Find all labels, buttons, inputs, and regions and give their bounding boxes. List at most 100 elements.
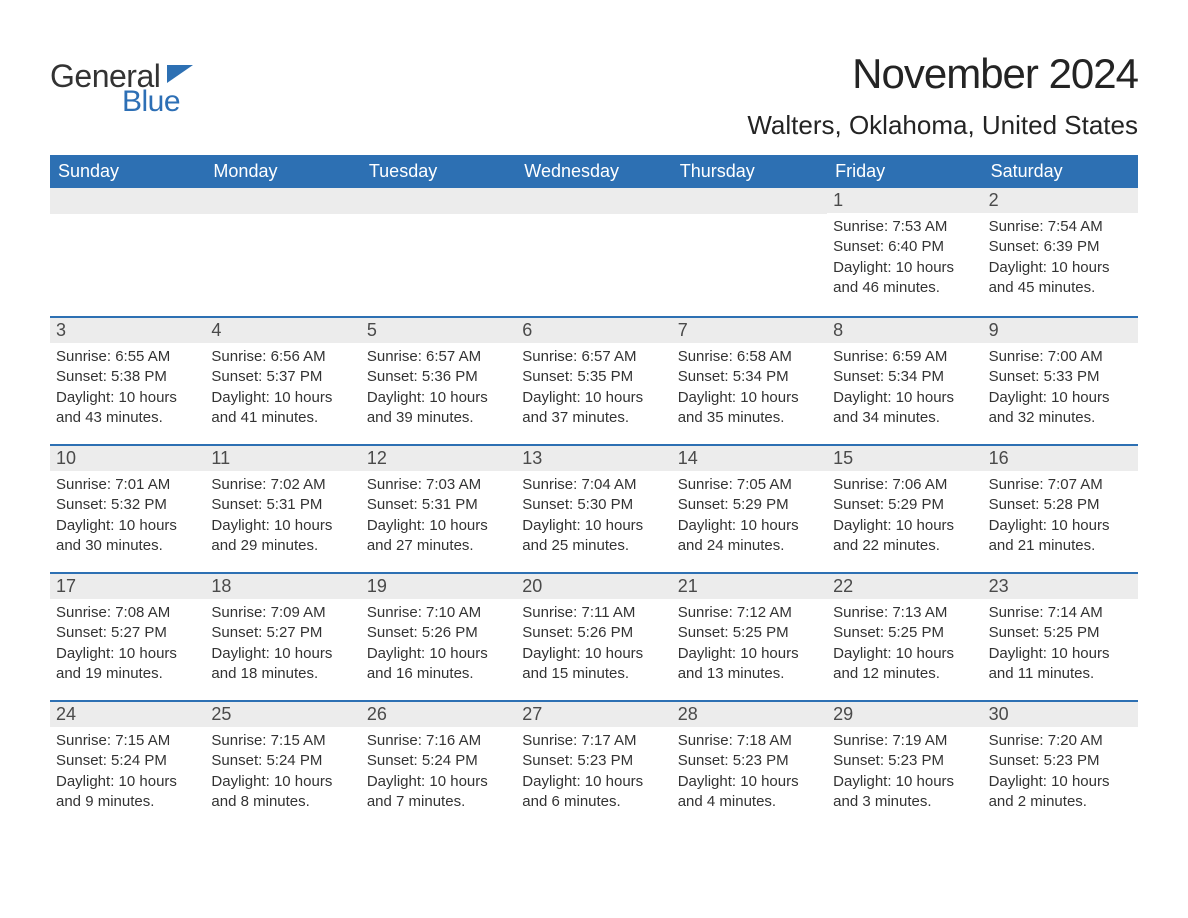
day-number: 26 — [361, 702, 516, 727]
day-number: 19 — [361, 574, 516, 599]
day-day2: and 27 minutes. — [367, 536, 510, 556]
day-sunset: Sunset: 5:24 PM — [211, 751, 354, 771]
day-sunset: Sunset: 5:27 PM — [211, 623, 354, 643]
day-sunset: Sunset: 5:26 PM — [522, 623, 665, 643]
day-sunset: Sunset: 5:23 PM — [678, 751, 821, 771]
day-day1: Daylight: 10 hours — [678, 772, 821, 792]
empty-day — [672, 188, 827, 214]
day-day2: and 3 minutes. — [833, 792, 976, 812]
day-number: 3 — [50, 318, 205, 343]
day-day2: and 12 minutes. — [833, 664, 976, 684]
day-number: 20 — [516, 574, 671, 599]
day-sunset: Sunset: 5:25 PM — [678, 623, 821, 643]
day-number: 8 — [827, 318, 982, 343]
day-number: 1 — [827, 188, 982, 213]
day-cell — [516, 188, 671, 316]
day-number: 22 — [827, 574, 982, 599]
day-cell: 18Sunrise: 7:09 AMSunset: 5:27 PMDayligh… — [205, 574, 360, 700]
day-day2: and 11 minutes. — [989, 664, 1132, 684]
day-number: 23 — [983, 574, 1138, 599]
day-sunrise: Sunrise: 7:02 AM — [211, 475, 354, 495]
weeks-container: 1Sunrise: 7:53 AMSunset: 6:40 PMDaylight… — [50, 188, 1138, 828]
day-day2: and 37 minutes. — [522, 408, 665, 428]
day-day1: Daylight: 10 hours — [989, 644, 1132, 664]
day-cell: 2Sunrise: 7:54 AMSunset: 6:39 PMDaylight… — [983, 188, 1138, 316]
day-cell: 26Sunrise: 7:16 AMSunset: 5:24 PMDayligh… — [361, 702, 516, 828]
day-cell: 7Sunrise: 6:58 AMSunset: 5:34 PMDaylight… — [672, 318, 827, 444]
day-day1: Daylight: 10 hours — [367, 772, 510, 792]
day-details: Sunrise: 7:08 AMSunset: 5:27 PMDaylight:… — [50, 599, 205, 690]
day-sunset: Sunset: 6:39 PM — [989, 237, 1132, 257]
day-details: Sunrise: 7:06 AMSunset: 5:29 PMDaylight:… — [827, 471, 982, 562]
week-row: 17Sunrise: 7:08 AMSunset: 5:27 PMDayligh… — [50, 572, 1138, 700]
day-day2: and 9 minutes. — [56, 792, 199, 812]
day-day2: and 7 minutes. — [367, 792, 510, 812]
day-number: 17 — [50, 574, 205, 599]
weekday-header: Wednesday — [516, 155, 671, 188]
day-details: Sunrise: 7:54 AMSunset: 6:39 PMDaylight:… — [983, 213, 1138, 304]
day-number: 30 — [983, 702, 1138, 727]
day-cell: 6Sunrise: 6:57 AMSunset: 5:35 PMDaylight… — [516, 318, 671, 444]
day-day1: Daylight: 10 hours — [833, 772, 976, 792]
day-day1: Daylight: 10 hours — [678, 644, 821, 664]
week-row: 3Sunrise: 6:55 AMSunset: 5:38 PMDaylight… — [50, 316, 1138, 444]
day-number: 13 — [516, 446, 671, 471]
day-day2: and 4 minutes. — [678, 792, 821, 812]
day-sunrise: Sunrise: 7:15 AM — [211, 731, 354, 751]
day-number: 25 — [205, 702, 360, 727]
weekday-header: Monday — [205, 155, 360, 188]
day-sunrise: Sunrise: 7:05 AM — [678, 475, 821, 495]
day-details: Sunrise: 7:13 AMSunset: 5:25 PMDaylight:… — [827, 599, 982, 690]
day-cell: 10Sunrise: 7:01 AMSunset: 5:32 PMDayligh… — [50, 446, 205, 572]
day-sunrise: Sunrise: 7:15 AM — [56, 731, 199, 751]
day-cell: 30Sunrise: 7:20 AMSunset: 5:23 PMDayligh… — [983, 702, 1138, 828]
day-day2: and 35 minutes. — [678, 408, 821, 428]
day-cell: 5Sunrise: 6:57 AMSunset: 5:36 PMDaylight… — [361, 318, 516, 444]
header: General Blue November 2024 Walters, Okla… — [50, 50, 1138, 141]
day-sunrise: Sunrise: 7:17 AM — [522, 731, 665, 751]
day-cell: 19Sunrise: 7:10 AMSunset: 5:26 PMDayligh… — [361, 574, 516, 700]
day-day2: and 8 minutes. — [211, 792, 354, 812]
day-day1: Daylight: 10 hours — [211, 644, 354, 664]
day-details: Sunrise: 7:12 AMSunset: 5:25 PMDaylight:… — [672, 599, 827, 690]
day-day2: and 24 minutes. — [678, 536, 821, 556]
day-sunset: Sunset: 5:32 PM — [56, 495, 199, 515]
day-sunset: Sunset: 5:23 PM — [989, 751, 1132, 771]
day-sunrise: Sunrise: 7:12 AM — [678, 603, 821, 623]
day-day1: Daylight: 10 hours — [522, 388, 665, 408]
calendar: SundayMondayTuesdayWednesdayThursdayFrid… — [50, 155, 1138, 828]
day-sunset: Sunset: 5:31 PM — [367, 495, 510, 515]
weekday-header: Friday — [827, 155, 982, 188]
day-day2: and 43 minutes. — [56, 408, 199, 428]
day-day2: and 6 minutes. — [522, 792, 665, 812]
day-number: 24 — [50, 702, 205, 727]
day-number: 21 — [672, 574, 827, 599]
day-details: Sunrise: 7:15 AMSunset: 5:24 PMDaylight:… — [50, 727, 205, 818]
day-number: 29 — [827, 702, 982, 727]
empty-day — [516, 188, 671, 214]
logo: General Blue — [50, 50, 193, 119]
day-number: 10 — [50, 446, 205, 471]
day-sunrise: Sunrise: 7:19 AM — [833, 731, 976, 751]
day-day2: and 21 minutes. — [989, 536, 1132, 556]
day-cell: 9Sunrise: 7:00 AMSunset: 5:33 PMDaylight… — [983, 318, 1138, 444]
day-number: 4 — [205, 318, 360, 343]
day-details: Sunrise: 7:05 AMSunset: 5:29 PMDaylight:… — [672, 471, 827, 562]
week-row: 24Sunrise: 7:15 AMSunset: 5:24 PMDayligh… — [50, 700, 1138, 828]
day-number: 5 — [361, 318, 516, 343]
day-details: Sunrise: 7:00 AMSunset: 5:33 PMDaylight:… — [983, 343, 1138, 434]
day-sunrise: Sunrise: 7:07 AM — [989, 475, 1132, 495]
day-cell: 28Sunrise: 7:18 AMSunset: 5:23 PMDayligh… — [672, 702, 827, 828]
day-day2: and 32 minutes. — [989, 408, 1132, 428]
day-sunrise: Sunrise: 7:16 AM — [367, 731, 510, 751]
day-details: Sunrise: 7:18 AMSunset: 5:23 PMDaylight:… — [672, 727, 827, 818]
day-sunset: Sunset: 5:24 PM — [56, 751, 199, 771]
day-sunset: Sunset: 5:31 PM — [211, 495, 354, 515]
day-sunrise: Sunrise: 6:58 AM — [678, 347, 821, 367]
day-day2: and 29 minutes. — [211, 536, 354, 556]
day-day2: and 46 minutes. — [833, 278, 976, 298]
day-day1: Daylight: 10 hours — [989, 516, 1132, 536]
day-sunset: Sunset: 5:33 PM — [989, 367, 1132, 387]
day-sunrise: Sunrise: 7:04 AM — [522, 475, 665, 495]
day-details: Sunrise: 7:15 AMSunset: 5:24 PMDaylight:… — [205, 727, 360, 818]
